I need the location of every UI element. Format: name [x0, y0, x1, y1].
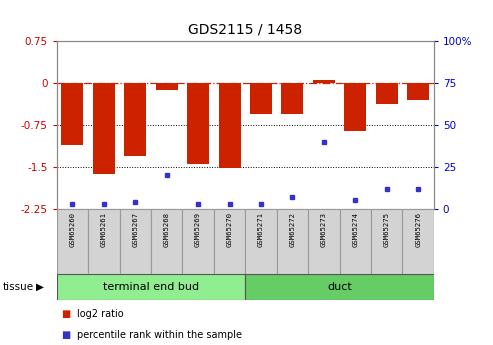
Bar — [57, 209, 88, 274]
Bar — [250, 83, 272, 114]
Text: ■: ■ — [62, 309, 71, 319]
Bar — [407, 83, 429, 100]
Bar — [124, 83, 146, 156]
Text: GSM65260: GSM65260 — [70, 212, 75, 247]
Bar — [151, 209, 182, 274]
Bar — [344, 83, 366, 131]
Bar — [88, 209, 119, 274]
Text: GSM65269: GSM65269 — [195, 212, 201, 247]
Text: ■: ■ — [62, 330, 71, 339]
Text: tissue: tissue — [2, 282, 34, 292]
Text: terminal end bud: terminal end bud — [103, 282, 199, 292]
Bar — [277, 209, 308, 274]
Bar — [119, 209, 151, 274]
Bar — [182, 209, 214, 274]
Text: percentile rank within the sample: percentile rank within the sample — [77, 330, 243, 339]
Bar — [218, 83, 241, 168]
Text: GSM65268: GSM65268 — [164, 212, 170, 247]
Text: GSM65272: GSM65272 — [289, 212, 295, 247]
Bar — [245, 274, 434, 300]
Bar — [313, 80, 335, 83]
Text: GSM65276: GSM65276 — [415, 212, 421, 247]
Text: GSM65275: GSM65275 — [384, 212, 389, 247]
Bar — [402, 209, 434, 274]
Bar — [282, 83, 303, 114]
Text: log2 ratio: log2 ratio — [77, 309, 124, 319]
Bar — [308, 209, 340, 274]
Text: duct: duct — [327, 282, 352, 292]
Bar — [214, 209, 246, 274]
Text: GSM65273: GSM65273 — [321, 212, 327, 247]
Bar — [245, 209, 277, 274]
Bar — [340, 209, 371, 274]
Bar — [376, 83, 398, 105]
Bar — [371, 209, 402, 274]
Text: ▶: ▶ — [36, 282, 44, 292]
Text: GSM65267: GSM65267 — [132, 212, 138, 247]
Bar — [93, 83, 115, 174]
Text: GSM65261: GSM65261 — [101, 212, 107, 247]
Bar — [156, 83, 177, 90]
Bar — [57, 274, 245, 300]
Text: GSM65271: GSM65271 — [258, 212, 264, 247]
Text: GSM65270: GSM65270 — [227, 212, 233, 247]
Text: GDS2115 / 1458: GDS2115 / 1458 — [188, 22, 302, 37]
Bar — [62, 83, 83, 145]
Bar — [187, 83, 209, 164]
Text: GSM65274: GSM65274 — [352, 212, 358, 247]
